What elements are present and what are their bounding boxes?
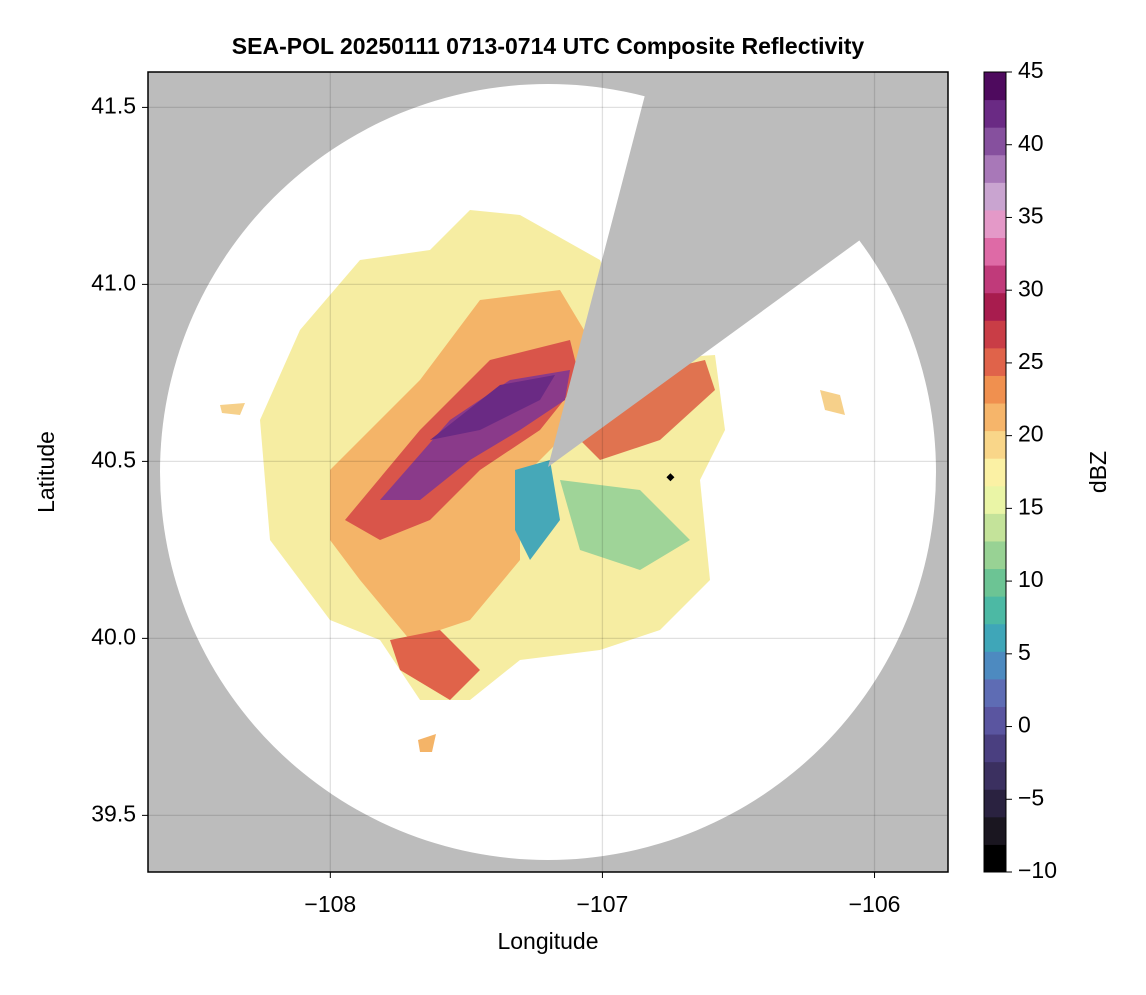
colorbar-tick-label: 25 [1018,348,1044,374]
plot-area [148,72,948,872]
x-tick-label: −106 [849,891,901,917]
colorbar-tick-label: −5 [1018,784,1044,810]
colorbar-tick-label: 45 [1018,57,1044,83]
colorbar-band [984,292,1006,321]
y-tick-label: 40.0 [91,623,136,649]
colorbar-band [984,706,1006,735]
colorbar-band [984,265,1006,294]
colorbar-label: dBZ [1085,451,1111,493]
colorbar-tick-label: 0 [1018,712,1031,738]
y-tick-label: 40.5 [91,446,136,472]
colorbar-tick-label: 30 [1018,275,1044,301]
colorbar-band [984,154,1006,183]
x-tick-label: −108 [304,891,356,917]
colorbar-band [984,844,1006,873]
colorbar-band [984,789,1006,818]
colorbar-tick-label: 40 [1018,130,1044,156]
colorbar-band [984,596,1006,625]
colorbar-frame [983,71,1007,873]
colorbar-band [984,99,1006,128]
colorbar-tick-label: 35 [1018,203,1044,229]
colorbar-band [984,182,1006,211]
colorbar-band [984,458,1006,487]
colorbar-tick-label: 5 [1018,639,1031,665]
y-axis-label: Latitude [33,431,59,513]
x-tick-label: −107 [577,891,629,917]
colorbar-band [984,237,1006,266]
y-tick-label: 41.5 [91,92,136,118]
colorbar-band [984,678,1006,707]
y-tick-label: 39.5 [91,800,136,826]
chart-title: SEA-POL 20250111 0713-0714 UTC Composite… [232,33,865,59]
colorbar-band [984,320,1006,349]
colorbar-band [984,540,1006,570]
colorbar-band [984,651,1006,680]
colorbar-band [984,568,1006,597]
colorbar-tick-label: 10 [1018,566,1044,592]
grid [148,72,948,872]
colorbar-band [984,72,1006,101]
blocked-sector [548,72,948,467]
colorbar-tick-label: 15 [1018,493,1044,519]
colorbar-tick-label: 20 [1018,421,1044,447]
colorbar-band [984,430,1006,459]
site-marker [666,473,675,482]
y-tick-label: 41.0 [91,269,136,295]
colorbar-band [984,513,1006,542]
colorbar-band [984,485,1006,514]
colorbar-band [984,761,1006,790]
colorbar-band [984,623,1006,652]
colorbar-tick-label: −10 [1018,857,1057,883]
plot-frame [147,71,949,873]
colorbar-band [984,403,1006,432]
colorbar-band [984,209,1006,239]
colorbar-band [984,816,1006,845]
colorbar-band [984,347,1006,376]
x-axis-label: Longitude [497,928,598,954]
colorbar-band [984,375,1006,404]
colorbar-band [984,127,1006,156]
colorbar-band [984,734,1006,763]
